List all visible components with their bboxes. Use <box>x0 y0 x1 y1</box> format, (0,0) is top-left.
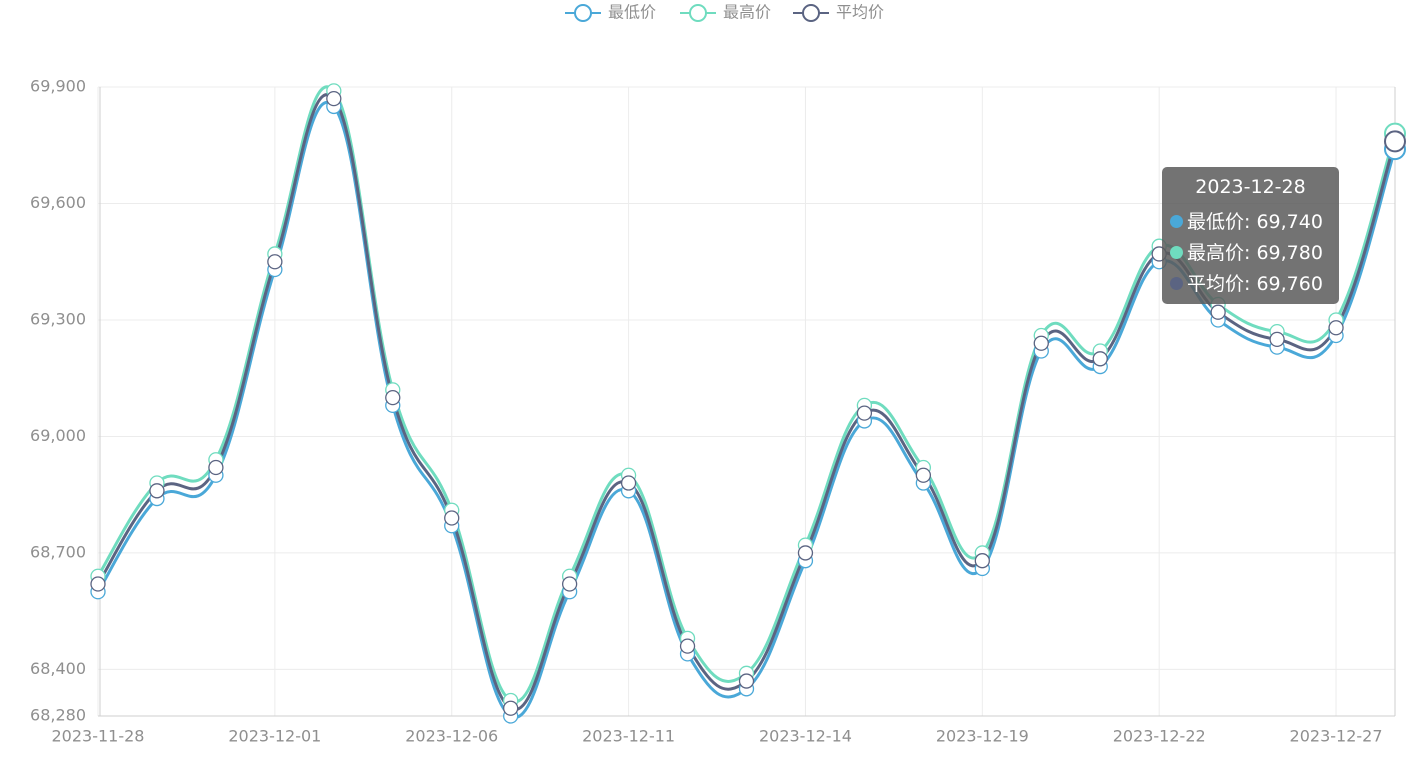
tooltip-dot <box>1170 246 1183 259</box>
tooltip-series: 最高价 <box>1187 242 1256 264</box>
legend-label: 平均价 <box>836 3 884 22</box>
tooltip: 2023-12-28 最低价69,740最高价69,780平均价69,760 <box>1162 167 1339 304</box>
data-point <box>503 700 519 716</box>
x-tick-label: 2023-12-27 <box>1290 727 1383 746</box>
data-point <box>149 483 165 499</box>
data-point <box>1269 331 1285 348</box>
x-tick-label: 2023-12-06 <box>405 727 498 746</box>
tooltip-dot <box>1170 277 1183 290</box>
data-point <box>1092 351 1108 367</box>
legend-marker <box>802 4 820 22</box>
x-tick-label: 2023-12-19 <box>936 727 1029 746</box>
data-point <box>561 576 578 592</box>
data-point <box>208 459 224 476</box>
series-line <box>96 101 1397 719</box>
data-point <box>738 673 755 689</box>
legend-label: 最高价 <box>723 3 771 22</box>
y-tick-label: 68,280 <box>30 706 86 725</box>
data-point <box>620 475 637 491</box>
data-point <box>1210 304 1226 320</box>
data-point <box>1384 130 1406 153</box>
y-tick-label: 69,300 <box>30 309 86 328</box>
tooltip-title: 2023-12-28 <box>1195 176 1306 198</box>
series-line <box>96 85 1397 704</box>
legend-item[interactable]: 最低价 <box>565 3 656 22</box>
y-tick-label: 69,000 <box>30 426 86 445</box>
data-point <box>444 510 460 526</box>
x-tick-label: 2023-12-22 <box>1113 727 1206 746</box>
tooltip-dot <box>1170 215 1183 228</box>
x-tick-label: 2023-11-28 <box>52 727 145 746</box>
y-tick-label: 69,600 <box>30 193 86 212</box>
legend-item[interactable]: 最高价 <box>680 3 771 22</box>
data-point <box>856 405 873 421</box>
data-point <box>267 254 283 270</box>
data-point <box>679 638 696 654</box>
y-tick-label: 68,400 <box>30 659 86 678</box>
data-point <box>915 467 932 483</box>
tooltip-value: 69,760 <box>1256 273 1323 295</box>
tooltip-row: 平均价69,760 <box>1170 269 1339 300</box>
legend-marker <box>574 4 592 22</box>
data-point <box>1033 335 1049 351</box>
y-tick-label: 68,700 <box>30 542 86 561</box>
data-point <box>326 90 342 107</box>
data-point <box>385 389 401 406</box>
data-point <box>974 553 990 569</box>
tooltip-series: 平均价 <box>1187 273 1256 295</box>
legend-item[interactable]: 平均价 <box>793 3 884 22</box>
y-tick-label: 69,900 <box>30 77 86 96</box>
legend-marker <box>689 4 707 22</box>
series-line <box>96 93 1397 711</box>
x-tick-label: 2023-12-01 <box>228 727 321 746</box>
tooltip-value: 69,780 <box>1256 242 1323 264</box>
tooltip-value: 69,740 <box>1256 211 1323 233</box>
data-point <box>1328 320 1344 336</box>
tooltip-row: 最低价69,740 <box>1170 207 1339 238</box>
data-point <box>90 576 106 592</box>
tooltip-row: 最高价69,780 <box>1170 238 1339 269</box>
legend-label: 最低价 <box>608 3 656 22</box>
x-tick-label: 2023-12-11 <box>582 727 675 746</box>
tooltip-series: 最低价 <box>1187 211 1256 233</box>
x-tick-label: 2023-12-14 <box>759 727 852 746</box>
data-point <box>797 545 814 561</box>
